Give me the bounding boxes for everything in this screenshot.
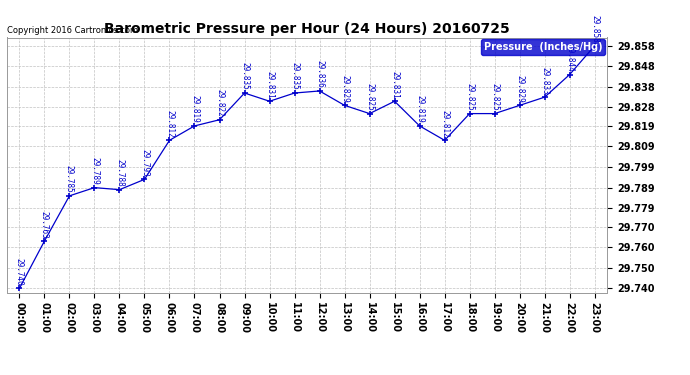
Text: 29.819: 29.819 xyxy=(415,95,424,123)
Text: 29.831: 29.831 xyxy=(265,71,274,99)
Text: 29.812: 29.812 xyxy=(440,110,449,138)
Text: 29.858: 29.858 xyxy=(590,15,599,43)
Text: 29.836: 29.836 xyxy=(315,60,324,88)
Text: 29.825: 29.825 xyxy=(465,83,474,111)
Title: Barometric Pressure per Hour (24 Hours) 20160725: Barometric Pressure per Hour (24 Hours) … xyxy=(104,22,510,36)
Text: 29.833: 29.833 xyxy=(540,67,549,94)
Text: 29.829: 29.829 xyxy=(515,75,524,103)
Text: Copyright 2016 Cartronics.com: Copyright 2016 Cartronics.com xyxy=(7,26,138,35)
Text: 29.763: 29.763 xyxy=(40,210,49,238)
Text: 29.819: 29.819 xyxy=(190,95,199,123)
Text: 29.835: 29.835 xyxy=(240,63,249,90)
Text: 29.785: 29.785 xyxy=(65,165,74,193)
Text: 29.812: 29.812 xyxy=(165,110,174,138)
Text: 29.844: 29.844 xyxy=(565,44,574,72)
Text: 29.822: 29.822 xyxy=(215,89,224,117)
Text: 29.789: 29.789 xyxy=(90,157,99,185)
Text: 29.835: 29.835 xyxy=(290,63,299,90)
Text: 29.831: 29.831 xyxy=(390,71,399,99)
Text: 29.793: 29.793 xyxy=(140,149,149,177)
Text: 29.825: 29.825 xyxy=(490,83,499,111)
Text: 29.825: 29.825 xyxy=(365,83,374,111)
Text: 29.829: 29.829 xyxy=(340,75,349,103)
Legend: Pressure  (Inches/Hg): Pressure (Inches/Hg) xyxy=(481,39,605,55)
Text: 29.788: 29.788 xyxy=(115,159,124,187)
Text: 29.740: 29.740 xyxy=(15,258,24,286)
